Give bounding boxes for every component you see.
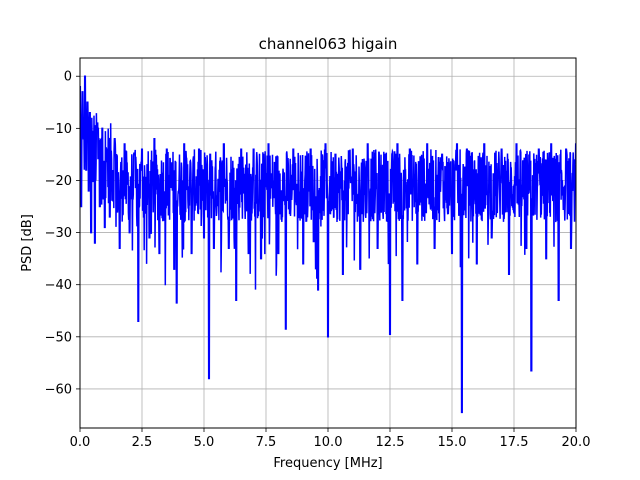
x-tick-label: 20.0 [562,435,591,450]
x-axis-label: Frequency [MHz] [273,456,382,471]
x-tick-label: 5.0 [194,435,215,450]
y-tick-label: −50 [45,330,72,345]
x-axis-ticks: 0.0 2.5 5.0 7.5 10.0 12.5 15.0 17.5 20.0 [70,428,591,450]
x-tick-label: 7.5 [256,435,277,450]
x-tick-label: 12.5 [376,435,405,450]
x-tick-label: 2.5 [132,435,153,450]
chart-title: channel063 higain [259,35,398,53]
plot-area [80,75,576,414]
psd-series-line [80,75,576,414]
x-tick-label: 17.5 [500,435,529,450]
y-tick-label: −10 [45,122,72,137]
y-tick-label: −40 [45,278,72,293]
y-axis-ticks: 0 −10 −20 −30 −40 −50 −60 [45,70,80,397]
x-tick-label: 10.0 [314,435,343,450]
y-axis-label: PSD [dB] [20,214,35,272]
y-tick-label: −60 [45,382,72,397]
x-tick-label: 15.0 [438,435,467,450]
y-tick-label: −20 [45,174,72,189]
x-tick-label: 0.0 [70,435,91,450]
y-tick-label: 0 [64,70,72,85]
y-tick-label: −30 [45,226,72,241]
